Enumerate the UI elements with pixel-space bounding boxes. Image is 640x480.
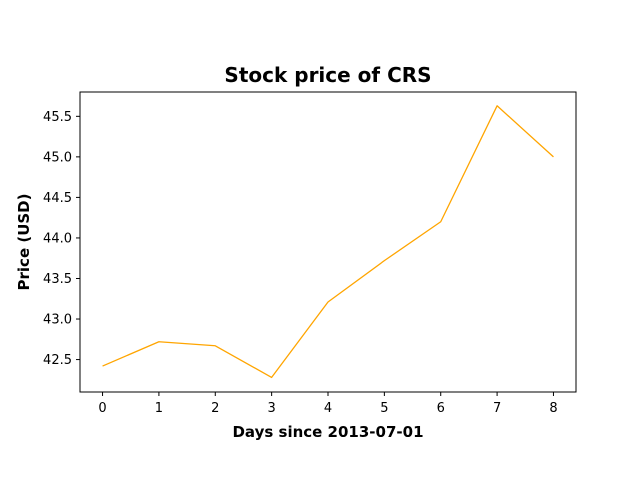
y-tick-label: 44.0 (43, 231, 72, 246)
y-tick-label: 43.0 (43, 313, 72, 328)
plot-frame (79, 91, 577, 393)
y-tick-label: 45.0 (43, 150, 72, 165)
x-tick-label: 5 (380, 401, 388, 416)
y-tick-label: 44.5 (43, 191, 72, 206)
x-tick-label: 1 (155, 401, 163, 416)
y-axis-label: Price (USD) (15, 194, 33, 291)
y-tick-label: 43.5 (43, 272, 72, 287)
x-tick-label: 3 (267, 401, 275, 416)
x-tick-label: 7 (493, 401, 501, 416)
price-series-line (102, 105, 554, 379)
x-tick-label: 4 (324, 401, 332, 416)
plot-area (79, 91, 577, 393)
y-tick-label: 42.5 (43, 353, 72, 368)
x-tick-label: 2 (211, 401, 219, 416)
x-tick-label: 0 (98, 401, 106, 416)
x-axis-label: Days since 2013-07-01 (232, 423, 423, 441)
x-axis: 0 1 2 3 4 5 6 7 8 (98, 392, 558, 416)
x-tick-label: 8 (549, 401, 557, 416)
x-tick-label: 6 (437, 401, 445, 416)
y-tick-label: 45.5 (43, 110, 72, 125)
series-layer (102, 105, 554, 379)
chart-title: Stock price of CRS (224, 63, 431, 87)
y-axis: 42.5 43.0 43.5 44.0 44.5 45.0 45.5 (43, 110, 80, 368)
